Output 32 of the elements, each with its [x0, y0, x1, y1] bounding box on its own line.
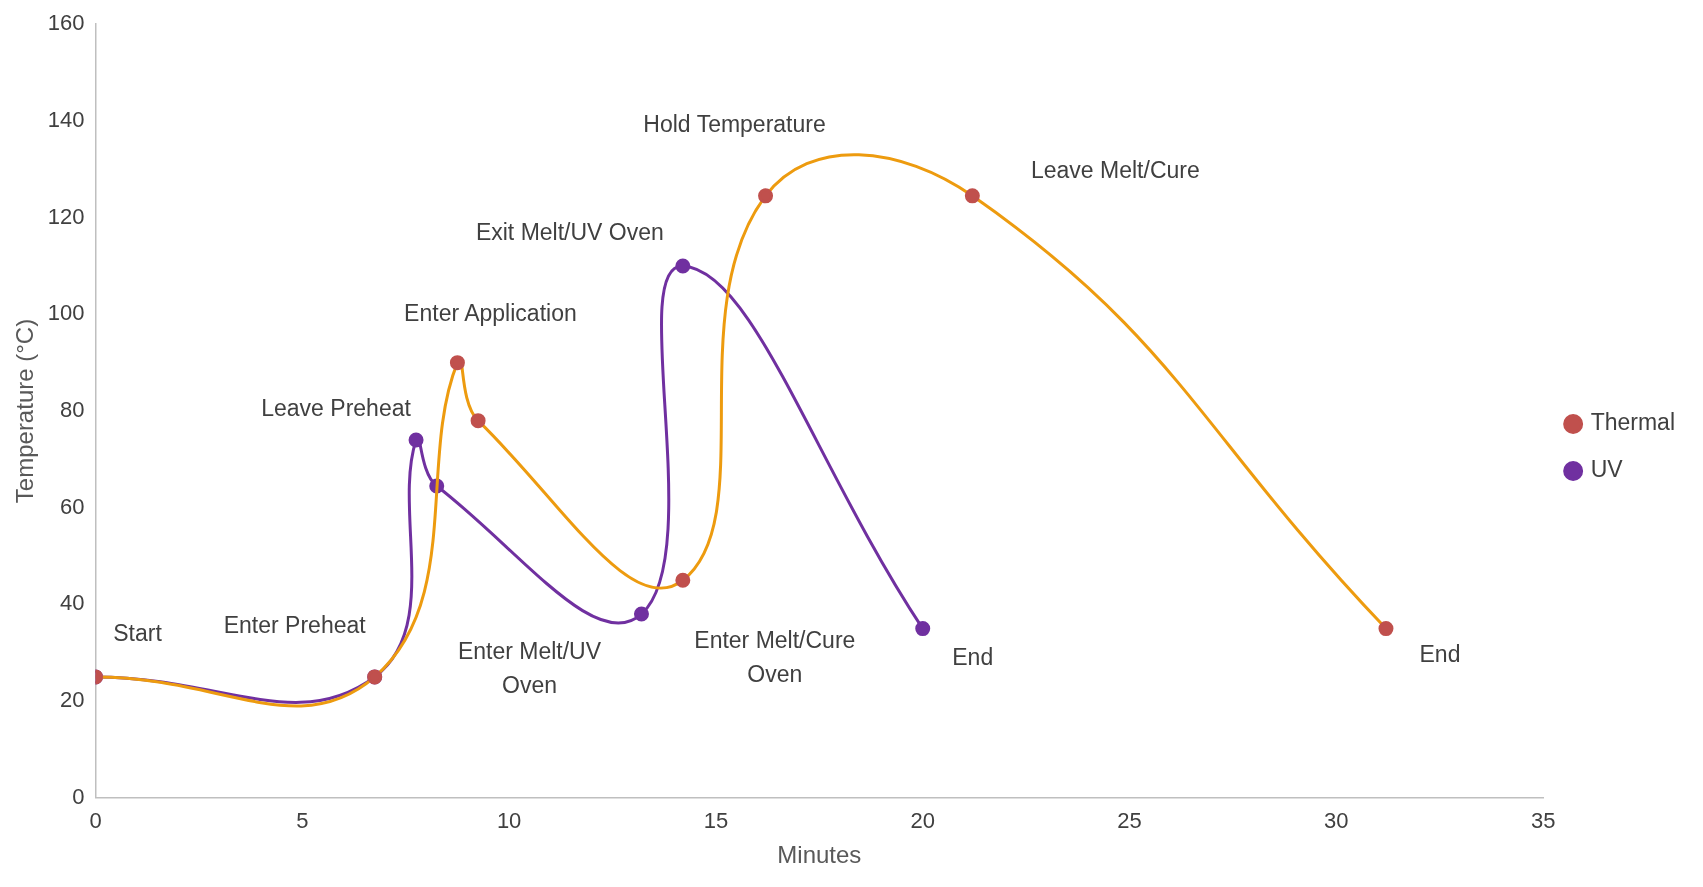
y-tick-label: 0	[72, 783, 85, 809]
annotation: Enter Melt/UV Oven	[457, 638, 602, 699]
y-axis-title: Temperature (°C)	[11, 318, 39, 504]
x-tick-label: 5	[296, 808, 309, 834]
annotation: Start	[113, 620, 163, 647]
legend-label: Thermal	[1590, 409, 1676, 436]
y-tick-label: 140	[47, 106, 85, 132]
y-tick-label: 120	[47, 203, 85, 229]
annotation: Enter Preheat	[223, 612, 367, 639]
annotation: End	[1419, 640, 1461, 667]
x-tick-label: 15	[703, 808, 729, 834]
y-tick-label: 20	[60, 687, 85, 713]
x-tick-label: 10	[496, 808, 522, 834]
annotation: Exit Melt/UV Oven	[475, 219, 664, 246]
y-tick-label: 100	[47, 300, 85, 326]
annotation: Enter Melt/Cure Oven	[694, 626, 856, 687]
x-tick-label: 30	[1324, 808, 1349, 834]
legend-label: UV	[1590, 456, 1624, 483]
x-tick-label: 0	[89, 808, 102, 834]
annotation: Leave Preheat	[261, 395, 412, 422]
x-tick-label: 20	[910, 808, 935, 834]
y-tick-label: 160	[47, 10, 85, 36]
y-tick-label: 80	[60, 397, 85, 423]
annotation: Leave Melt/Cure	[1030, 157, 1200, 184]
y-tick-label: 60	[60, 493, 85, 519]
x-tick-label: 35	[1530, 808, 1556, 834]
x-axis-title: Minutes	[777, 841, 862, 869]
x-tick-label: 25	[1117, 808, 1142, 834]
annotation: Enter Application	[404, 299, 577, 326]
annotation: End	[952, 643, 994, 670]
annotation: Hold Temperature	[643, 111, 826, 138]
y-tick-label: 40	[60, 590, 85, 616]
